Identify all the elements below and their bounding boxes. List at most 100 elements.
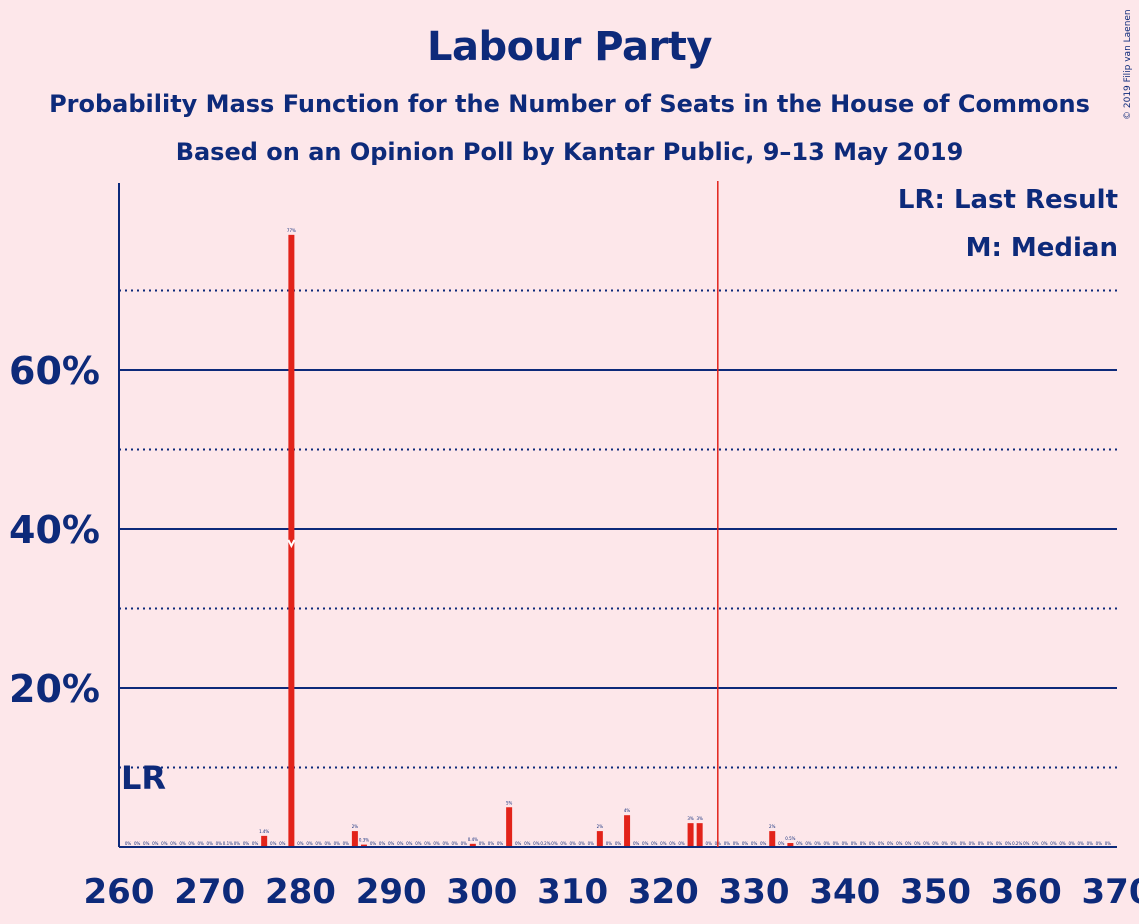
zero-value-label: 0%: [751, 841, 758, 846]
chart-subtitle-poll: Based on an Opinion Poll by Kantar Publi…: [175, 138, 964, 166]
bar-seats-276: [261, 835, 268, 847]
zero-value-label: 0%: [343, 841, 350, 846]
chart-subtitle: Probability Mass Function for the Number…: [49, 90, 1090, 118]
zero-value-label: 0%: [615, 841, 622, 846]
zero-value-label: 0%: [1087, 841, 1094, 846]
bar-value-label: 2%: [352, 824, 359, 829]
zero-value-label: 0%: [197, 841, 204, 846]
zero-value-label: 0%: [497, 841, 504, 846]
zero-value-label: 0%: [515, 841, 522, 846]
y-tick-label: 20%: [9, 667, 100, 711]
zero-value-label: 0%: [869, 841, 876, 846]
zero-value-label: 0%: [1041, 841, 1048, 846]
x-tick-label: 350: [900, 872, 971, 912]
last-result-label: LR: [121, 759, 166, 797]
x-tick-label: 280: [265, 872, 336, 912]
zero-value-label: 0%: [588, 841, 595, 846]
zero-value-label: 0%: [978, 841, 985, 846]
x-tick-label: 290: [356, 872, 427, 912]
zero-value-label: 0%: [479, 841, 486, 846]
bar-seats-303: [506, 807, 513, 847]
zero-value-label: 0%: [1078, 841, 1085, 846]
zero-value-label: 0%: [424, 841, 431, 846]
zero-value-label: 0%: [579, 841, 586, 846]
x-tick-label: 340: [809, 872, 880, 912]
zero-value-label: 0%: [796, 841, 803, 846]
zero-value-label: 0%: [923, 841, 930, 846]
bar-seats-279: [288, 234, 295, 848]
bar-value-label: 4%: [624, 808, 631, 813]
zero-value-label: 0%: [315, 841, 322, 846]
zero-value-label: 0%: [179, 841, 186, 846]
zero-value-label: 0%: [125, 841, 132, 846]
zero-value-label: 0%: [207, 841, 214, 846]
zero-value-label: 0%: [878, 841, 885, 846]
chart-title: Labour Party: [427, 24, 712, 70]
zero-value-label: 0%: [406, 841, 413, 846]
bar-seats-332: [769, 831, 776, 847]
zero-value-label: 0%: [1105, 841, 1112, 846]
zero-value-label: 0%: [996, 841, 1003, 846]
x-tick-label: 320: [628, 872, 699, 912]
zero-value-label: 0%: [252, 841, 259, 846]
x-tick-label: 300: [446, 872, 517, 912]
bar-seats-313: [596, 831, 603, 847]
zero-value-label: 0%: [960, 841, 967, 846]
median-marker: [287, 539, 296, 549]
zero-value-label: 0%: [1023, 841, 1030, 846]
zero-value-label: 0%: [334, 841, 341, 846]
bar-seats-299: [469, 843, 476, 847]
zero-value-label: 0%: [306, 841, 313, 846]
zero-value-label: 0%: [1059, 841, 1066, 846]
x-tick-label: 370: [1082, 872, 1139, 912]
y-tick-label: 60%: [9, 349, 100, 393]
zero-value-label: 0%: [488, 841, 495, 846]
zero-value-label: 0%: [941, 841, 948, 846]
bar-value-label: 5%: [506, 800, 513, 805]
bar-seats-334: [787, 843, 794, 847]
legend-median: M: Median: [965, 233, 1118, 263]
zero-value-label: 0%: [606, 841, 613, 846]
zero-value-label: 0%: [297, 841, 304, 846]
zero-value-label: 0%: [397, 841, 404, 846]
zero-value-label: 0%: [569, 841, 576, 846]
bar-seats-286: [351, 831, 358, 847]
bar-value-label: 3%: [687, 816, 694, 821]
zero-value-label: 0%: [914, 841, 921, 846]
zero-value-label: 0%: [896, 841, 903, 846]
zero-value-label: 0%: [324, 841, 331, 846]
zero-value-label: 0%: [188, 841, 195, 846]
zero-value-label: 0%: [733, 841, 740, 846]
overlays: LR: [121, 181, 719, 847]
bar-value-label: 1.4%: [259, 829, 269, 834]
bar-seats-323: [687, 823, 694, 847]
zero-value-label: 0%: [1050, 841, 1057, 846]
bar-value-label: 2%: [769, 824, 776, 829]
zero-value-label: 0%: [642, 841, 649, 846]
bar-value-label: 0.4%: [468, 837, 478, 842]
zero-value-label: 0%: [969, 841, 976, 846]
x-tick-label: 310: [537, 872, 608, 912]
zero-value-label: 0%: [433, 841, 440, 846]
zero-value-label: 0%: [216, 841, 223, 846]
zero-value-label: 0%: [1096, 841, 1103, 846]
legend-last-result: LR: Last Result: [897, 185, 1118, 215]
zero-value-label: 0%: [442, 841, 449, 846]
zero-value-label: 0%: [932, 841, 939, 846]
zero-value-label: 0%: [651, 841, 658, 846]
zero-value-label: 0%: [724, 841, 731, 846]
zero-value-label: 0%: [161, 841, 168, 846]
zero-value-label: 0%: [987, 841, 994, 846]
x-tick-label: 270: [174, 872, 245, 912]
bar-value-label: 3%: [696, 816, 703, 821]
zero-value-label: 0%: [533, 841, 540, 846]
zero-value-label: 0%: [778, 841, 785, 846]
zero-value-label: 0%: [678, 841, 685, 846]
small-value-label: 0.2%: [540, 841, 550, 846]
zero-value-label: 0%: [760, 841, 767, 846]
axes: 20% 40% 60% 260 270 280 290 300 310 320 330 340 350 3…: [9, 183, 1139, 912]
zero-value-label: 0%: [524, 841, 531, 846]
zero-value-label: 0%: [1032, 841, 1039, 846]
gridlines: [119, 289, 1117, 769]
